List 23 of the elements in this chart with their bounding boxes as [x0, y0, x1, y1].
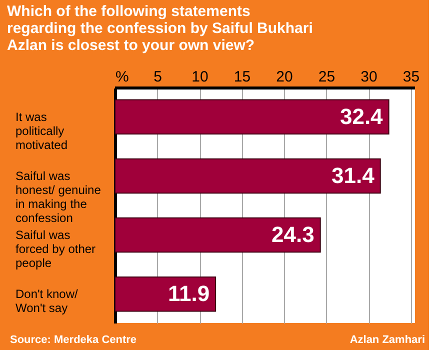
bar	[114, 217, 321, 253]
x-tick-label: 15	[234, 68, 251, 86]
data-label: 32.4	[340, 104, 384, 129]
bar	[114, 99, 390, 135]
x-tick-label: 25	[318, 68, 336, 86]
x-tick-label: 20	[276, 68, 293, 86]
data-label: 31.4	[332, 162, 376, 188]
y-tick-label: Saiful was honest/ genuine in making the confession	[16, 168, 102, 225]
y-tick-label: Don't know/ Won't say	[16, 287, 78, 316]
data-label: 24.3	[272, 222, 314, 248]
chart-title: Which of the following statements regarding the confession by Saiful Bukhari Azlan is closest to your own view?	[7, 3, 313, 54]
x-tick-label: 10	[192, 68, 208, 86]
bar	[114, 276, 216, 312]
x-tick-label: 5	[154, 68, 162, 86]
x-tick-label: 35	[402, 68, 420, 86]
source-note: Source: Merdeka Centre	[10, 334, 137, 346]
x-tick-label: 30	[360, 68, 378, 86]
text: Azlan Zamhari	[350, 334, 425, 346]
y-tick-label: Saiful was forced by other people	[16, 228, 96, 270]
y-tick-label: It was politically motivated	[16, 110, 68, 152]
x-tick-label: %	[116, 68, 129, 86]
data-label: 11.9	[168, 281, 210, 306]
bar	[114, 158, 381, 194]
